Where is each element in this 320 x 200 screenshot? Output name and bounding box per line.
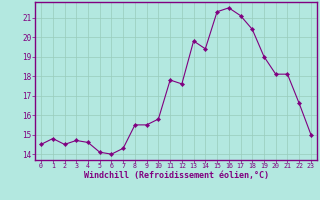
X-axis label: Windchill (Refroidissement éolien,°C): Windchill (Refroidissement éolien,°C) (84, 171, 268, 180)
